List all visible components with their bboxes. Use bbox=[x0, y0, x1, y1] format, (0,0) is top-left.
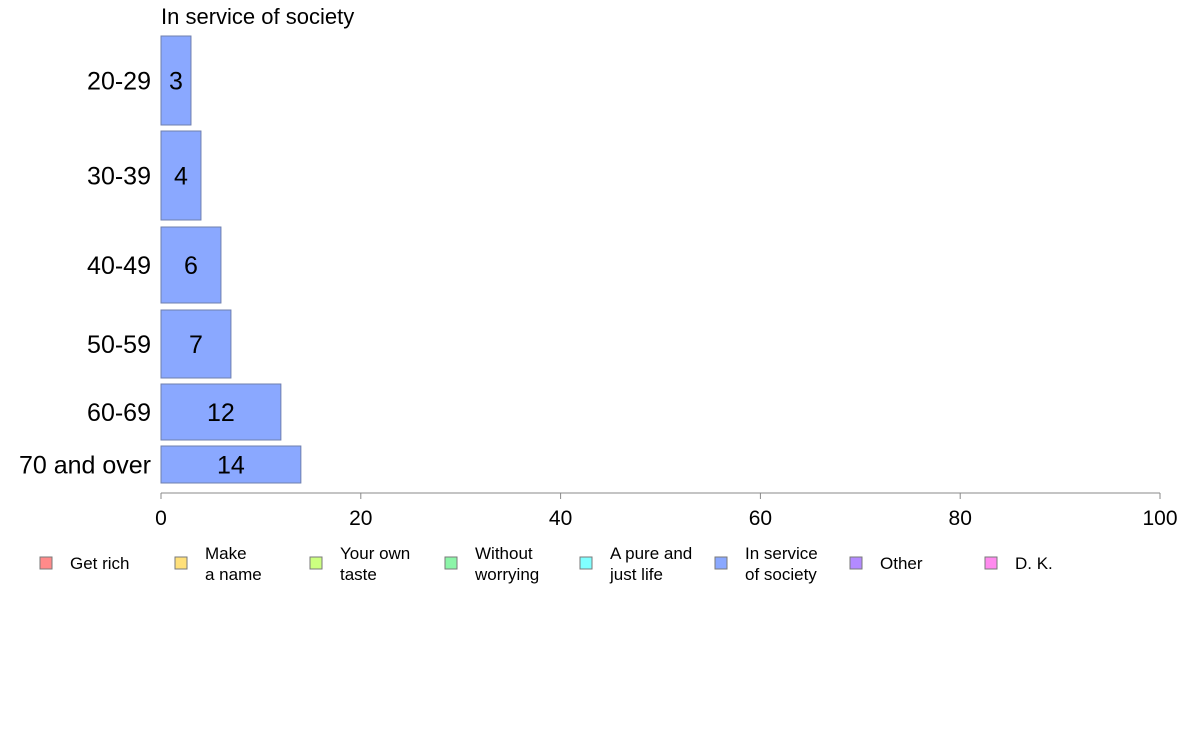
legend-item: Your own taste bbox=[309, 544, 410, 584]
legend-label: of society bbox=[745, 565, 817, 584]
legend-swatch bbox=[444, 556, 458, 570]
category-label: 50-59 bbox=[87, 331, 151, 359]
legend-label: worrying bbox=[474, 565, 539, 584]
category-label: 30-39 bbox=[87, 163, 151, 191]
legend-swatch bbox=[849, 556, 863, 570]
legend-item: D. K. bbox=[984, 554, 1053, 573]
legend-label: A pure and bbox=[610, 544, 692, 563]
legend-label: just life bbox=[609, 565, 663, 584]
category-label: 70 and over bbox=[19, 452, 151, 480]
bar bbox=[160, 35, 192, 126]
legend-label: taste bbox=[340, 565, 377, 584]
x-tick-label: 40 bbox=[549, 507, 572, 530]
x-tick-label: 20 bbox=[349, 507, 372, 530]
legend-item: Without worrying bbox=[444, 544, 539, 584]
bars-layer: 20-29 3 30-39 4 40-49 6 50-59 7 60-69 12 70 and ov… bbox=[19, 35, 302, 484]
legend-label: In service bbox=[745, 544, 818, 563]
category-label: 40-49 bbox=[87, 252, 151, 280]
bar bbox=[160, 383, 282, 441]
legend-swatch bbox=[174, 556, 188, 570]
legend-item: In service of society bbox=[714, 544, 818, 584]
legend-swatch bbox=[579, 556, 593, 570]
legend-label: Make bbox=[205, 544, 247, 563]
bar-value-label: 3 bbox=[169, 68, 183, 96]
bar-value-label: 4 bbox=[174, 163, 188, 191]
bar-value-label: 14 bbox=[217, 452, 245, 480]
bar-value-label: 7 bbox=[189, 331, 203, 359]
bar bbox=[160, 226, 222, 304]
bar bbox=[160, 309, 232, 379]
legend-item: Other bbox=[849, 554, 923, 573]
bar bbox=[160, 130, 202, 221]
x-axis: 0 20 40 60 80 100 bbox=[155, 492, 1178, 530]
category-label: 20-29 bbox=[87, 68, 151, 96]
legend-swatch bbox=[309, 556, 323, 570]
legend-item: A pure and just life bbox=[579, 544, 692, 584]
legend-swatch bbox=[984, 556, 998, 570]
legend-item: Make a name bbox=[174, 544, 262, 584]
x-tick-label: 60 bbox=[749, 507, 772, 530]
chart-title: In service of society bbox=[161, 4, 354, 29]
legend-item: Get rich bbox=[39, 554, 130, 573]
bar bbox=[160, 445, 302, 484]
legend-swatch bbox=[39, 556, 53, 570]
x-tick-label: 80 bbox=[949, 507, 972, 530]
legend-label: a name bbox=[205, 565, 262, 584]
legend-label: Without bbox=[475, 544, 533, 563]
legend-label: Other bbox=[880, 554, 923, 573]
x-tick-label: 100 bbox=[1142, 507, 1177, 530]
bar-value-label: 12 bbox=[207, 399, 235, 427]
legend-swatch bbox=[714, 556, 728, 570]
legend: Get rich Make a name Your own taste Without wo… bbox=[39, 544, 1053, 584]
legend-label: Your own bbox=[340, 544, 410, 563]
legend-label: D. K. bbox=[1015, 554, 1053, 573]
bar-value-label: 6 bbox=[184, 252, 198, 280]
legend-label: Get rich bbox=[70, 554, 130, 573]
category-label: 60-69 bbox=[87, 399, 151, 427]
x-tick-label: 0 bbox=[155, 507, 167, 530]
